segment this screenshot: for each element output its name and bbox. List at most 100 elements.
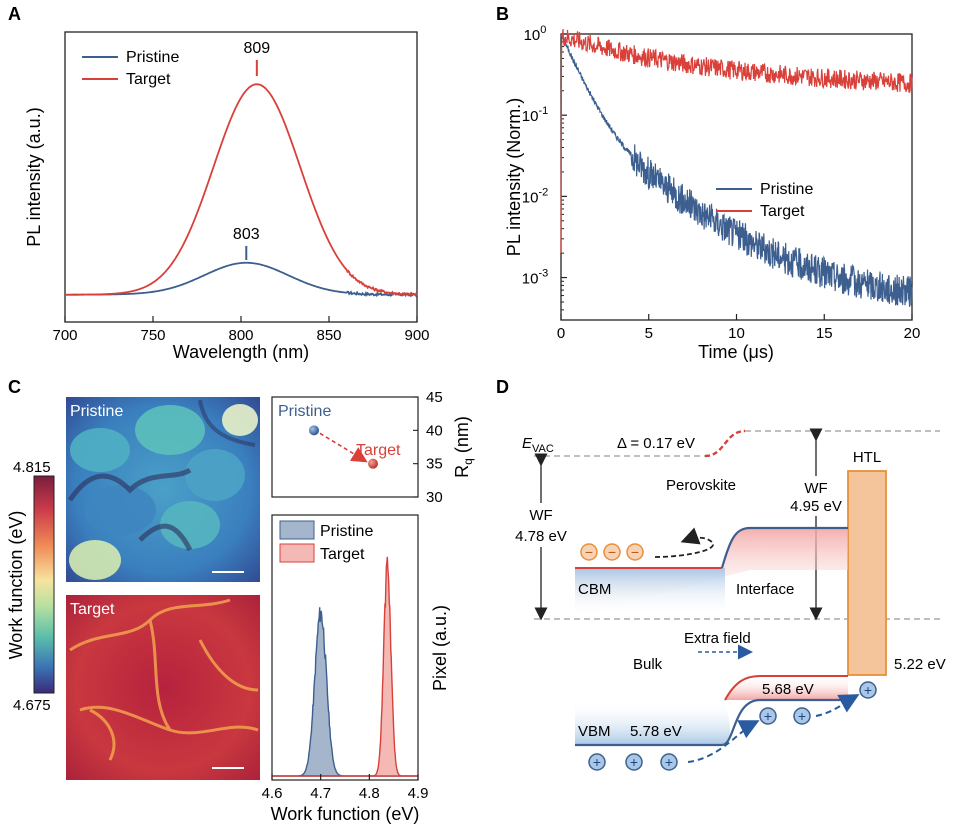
panel-a-peak-pristine-label: 803: [233, 226, 260, 243]
panel-b-y-tick-label-3: 10-3: [522, 268, 548, 288]
evac-label: EVAC: [522, 435, 554, 455]
panel-b-legend-pristine: Pristine: [760, 181, 813, 198]
hole-3-sign: +: [665, 754, 673, 770]
hole-arrow-2: [815, 694, 860, 717]
evac-step: [704, 429, 746, 458]
panel-a-line-target: [65, 83, 418, 297]
hole-2-sign: +: [630, 754, 638, 770]
target-map-label: Target: [70, 601, 115, 618]
panel-a-legend-pristine: Pristine: [126, 49, 179, 66]
rq-point-pristine: [309, 425, 319, 436]
target-map-image: [66, 595, 260, 780]
panel-b-ticks: 0 5 10 15 20 100 10-1 10-2 10-3: [522, 24, 921, 342]
panel-a-x-label: Wavelength (nm): [173, 342, 309, 362]
electron-2-sign: −: [608, 544, 616, 560]
hole-5: [793, 707, 811, 725]
rq-label-target: Target: [356, 442, 401, 459]
electron-1: [580, 543, 598, 561]
cbm-line-right: [720, 526, 848, 569]
rq-y-tick-label-1: 35: [426, 456, 443, 473]
hole-4: [759, 707, 777, 725]
rq-frame: [271, 396, 419, 498]
rq-ticks: 30 35 40 45: [413, 389, 443, 506]
rq-y-label: Rq (nm): [452, 416, 475, 478]
colorbar-max: 4.815: [13, 459, 51, 476]
extra-field-label: Extra field: [684, 630, 751, 647]
colorbar-label: Work function (eV): [6, 511, 26, 660]
panel-b-x-tick-label-1: 5: [645, 325, 653, 342]
delta-label: Δ = 0.17 eV: [617, 435, 695, 452]
vbm-fill-red-right: [725, 675, 848, 700]
panel-b-x-tick-label-2: 10: [728, 325, 745, 342]
hist-x-tick-label-2: 4.8: [359, 785, 380, 802]
panel-b-x-label: Time (μs): [698, 342, 774, 362]
htl-block: [847, 470, 887, 676]
wf-left-2: 4.78 eV: [515, 528, 567, 545]
panel-c-colorbar: 4.815 4.675 Work function (eV): [6, 459, 55, 714]
pristine-map-label: Pristine: [70, 403, 123, 420]
holes: + + + + + +: [588, 681, 877, 771]
hist-area-pristine: [272, 607, 418, 777]
hist-x-tick-label-1: 4.7: [310, 785, 331, 802]
hole-6-sign: +: [864, 682, 872, 698]
rq-arrow: [319, 432, 368, 463]
rq-point-target: [368, 458, 378, 469]
panel-a-x-tick-label-1: 750: [140, 327, 165, 344]
vbm-label: VBM: [578, 723, 611, 740]
hole-6: [859, 681, 877, 699]
panel-a-frame: [64, 31, 418, 323]
interface-label: Interface: [736, 581, 794, 598]
electrons: − − −: [580, 543, 644, 561]
vbm-line: [575, 698, 848, 747]
hist-legend-pristine-swatch: [279, 520, 315, 540]
hole-arrow-1: [687, 720, 760, 763]
rq-label-pristine: Pristine: [278, 403, 331, 420]
rq-y-tick-label-2: 40: [426, 422, 443, 439]
colorbar-gradient: [33, 475, 55, 694]
cbm-fill-blue: [575, 568, 725, 616]
panel-c-label: C: [8, 377, 21, 397]
pristine-map-grains: [67, 399, 258, 580]
hist-x-tick-label-3: 4.9: [408, 785, 429, 802]
hist-y-label: Pixel (a.u.): [430, 605, 450, 691]
vbm-red-line: [724, 675, 848, 701]
hist-area-target: [272, 556, 418, 777]
panel-a-x-ticks: 700 750 800 850 900: [52, 316, 430, 344]
panel-a-label: A: [8, 4, 21, 24]
panel-b-label: B: [496, 4, 509, 24]
panel-d-label: D: [496, 377, 509, 397]
panel-b-chart: 0 5 10 15 20 100 10-1 10-2 10-3 Time (μs) PL int…: [504, 24, 920, 362]
panel-b-y-label: PL intensity (Norm.): [504, 98, 524, 256]
hist-x-label: Work function (eV): [271, 804, 420, 824]
band-diagram: EVAC Δ = 0.17 eV WF 4.78 eV WF 4.95 eV P…: [515, 428, 946, 771]
panel-b-legend-target: Target: [760, 203, 805, 220]
electron-reflect-arrow: [654, 527, 715, 558]
wf-left-mask: [523, 503, 571, 547]
electron-2: [603, 543, 621, 561]
electron-1-sign: −: [585, 544, 593, 560]
colorbar-min: 4.675: [13, 697, 51, 714]
hist-areas: [272, 556, 418, 777]
histogram: 4.6 4.7 4.8 4.9 Pristine Target Work functi…: [262, 514, 450, 824]
wf-right-1: WF: [804, 480, 827, 497]
panel-b-line-pristine: [560, 33, 913, 307]
panel-a-legend-target: Target: [126, 71, 171, 88]
rq-inset: 30 35 40 45 Pristine Target Rq (nm): [271, 389, 475, 506]
hole-1: [588, 753, 606, 771]
perovskite-label: Perovskite: [666, 477, 736, 494]
hole-1-sign: +: [593, 754, 601, 770]
electron-3-sign: −: [631, 544, 639, 560]
e-578: 5.78 eV: [630, 723, 682, 740]
panel-a-lines: [65, 83, 418, 298]
hole-3: [660, 753, 678, 771]
panel-a-x-tick-label-4: 900: [404, 327, 429, 344]
wf-right-mask: [792, 476, 840, 516]
panel-a-x-tick-label-2: 800: [228, 327, 253, 344]
target-map: Target: [66, 595, 260, 780]
panel-b-y-tick-label-2: 10-2: [522, 186, 548, 206]
panel-a-chart: 700 750 800 850 900 Wavelength (nm) PL inten…: [24, 31, 430, 362]
e-568: 5.68 eV: [762, 681, 814, 698]
hole-4-sign: +: [764, 708, 772, 724]
panel-b-x-tick-label-3: 15: [816, 325, 833, 342]
